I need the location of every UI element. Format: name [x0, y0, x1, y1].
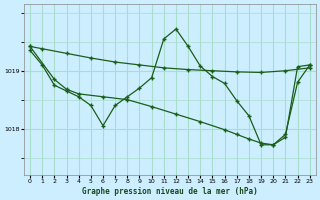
X-axis label: Graphe pression niveau de la mer (hPa): Graphe pression niveau de la mer (hPa): [82, 187, 258, 196]
